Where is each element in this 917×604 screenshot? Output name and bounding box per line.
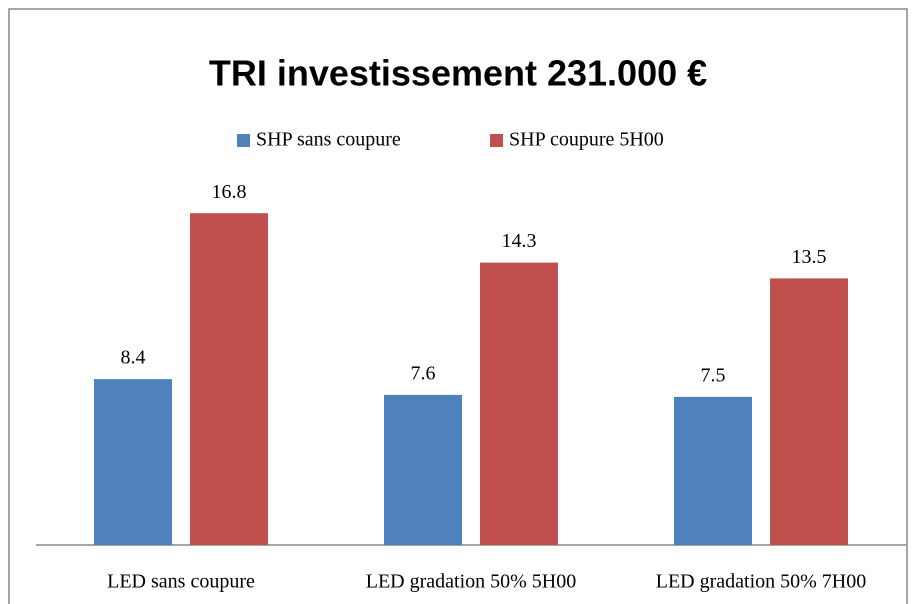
bar xyxy=(94,379,172,545)
x-tick-label: LED sans coupure xyxy=(107,571,255,593)
legend-label: SHP sans coupure xyxy=(256,129,401,151)
legend-label: SHP coupure 5H00 xyxy=(509,129,664,151)
legend-swatch xyxy=(237,134,250,147)
data-label: 7.5 xyxy=(701,364,726,386)
x-tick-label: LED gradation 50% 7H00 xyxy=(656,571,867,593)
legend-swatch xyxy=(490,134,503,147)
data-label: 14.3 xyxy=(502,230,537,252)
x-tick-label: LED gradation 50% 5H00 xyxy=(366,571,577,593)
bar xyxy=(674,396,752,545)
data-label: 13.5 xyxy=(792,246,827,268)
data-label: 7.6 xyxy=(411,362,436,384)
data-label: 8.4 xyxy=(121,347,146,369)
bar xyxy=(480,262,558,545)
bar xyxy=(190,213,268,545)
bar xyxy=(770,278,848,545)
data-label: 16.8 xyxy=(212,181,247,203)
chart-title: TRI investissement 231.000 € xyxy=(209,53,707,94)
bar xyxy=(384,394,462,545)
